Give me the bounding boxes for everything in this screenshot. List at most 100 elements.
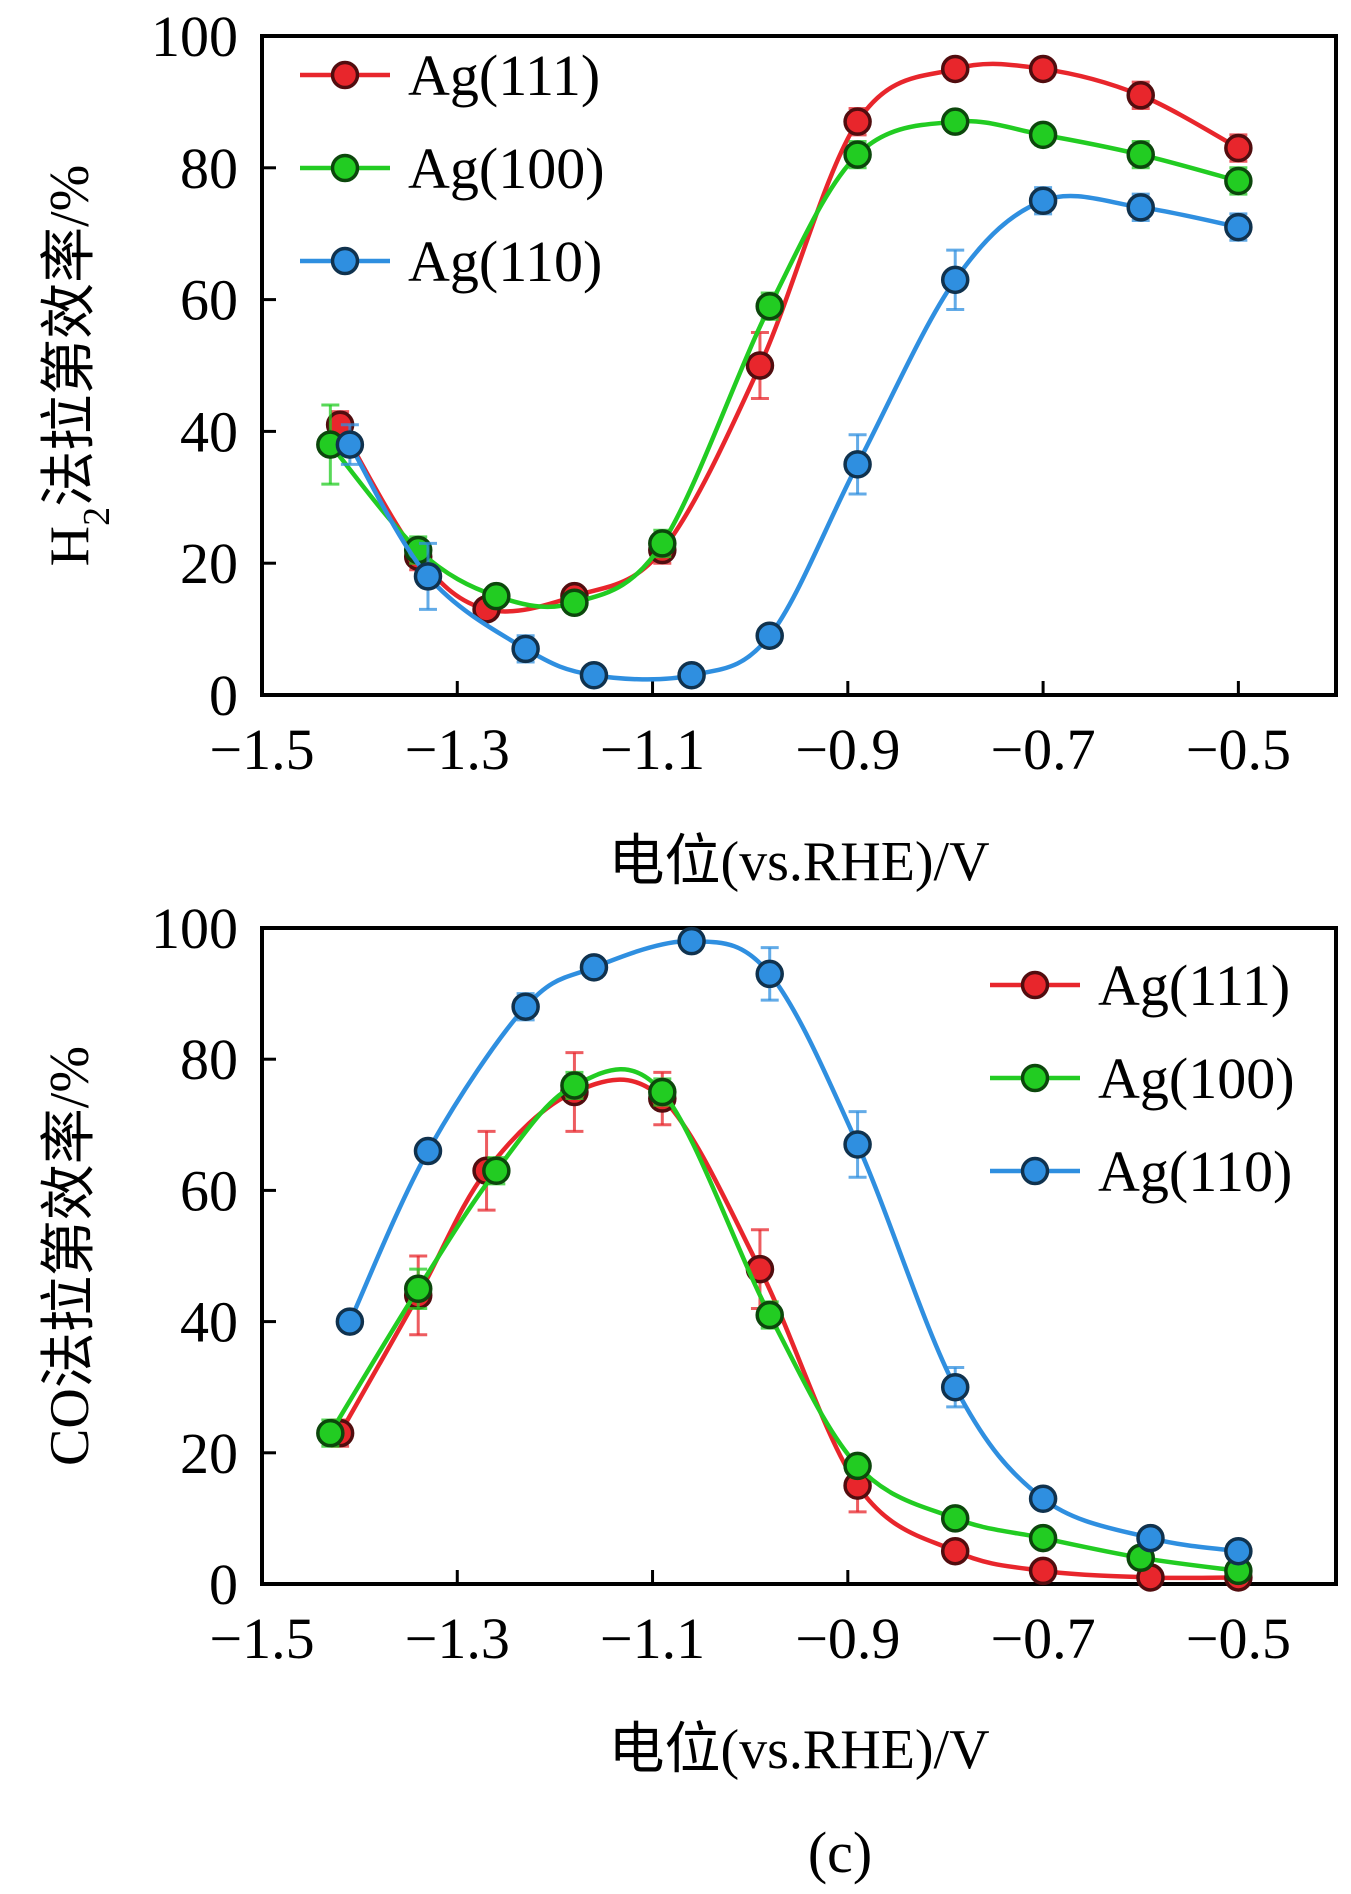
data-point bbox=[511, 634, 540, 664]
y-tick-label: 20 bbox=[180, 1421, 238, 1486]
x-tick-label: −0.5 bbox=[1186, 1606, 1291, 1671]
x-tick-label: −1.5 bbox=[209, 717, 314, 782]
data-point bbox=[1224, 212, 1253, 242]
data-point bbox=[940, 54, 970, 84]
y-axis-label-main: H bbox=[39, 526, 101, 566]
y-tick-label: 0 bbox=[209, 663, 238, 728]
y-tick-label: 100 bbox=[151, 4, 238, 69]
data-point bbox=[1126, 193, 1155, 222]
data-point bbox=[677, 926, 706, 956]
y-tick-label: 80 bbox=[180, 136, 238, 201]
h2-faradaic-efficiency-chart: −1.5 −1.3 −1.1 −0.9 −0.7 −0.5 0 20 40 60 80 100 电位(v… bbox=[39, 4, 1338, 893]
x-tick-label: −0.9 bbox=[795, 1606, 900, 1671]
legend-label: Ag(100) bbox=[1098, 1046, 1295, 1111]
data-point bbox=[843, 140, 872, 169]
data-point bbox=[1126, 140, 1155, 169]
y-tick-label: 40 bbox=[180, 399, 238, 464]
legend-item: Ag(100) bbox=[990, 1046, 1295, 1111]
data-point bbox=[755, 291, 784, 321]
legend-item: Ag(111) bbox=[300, 43, 600, 108]
data-point bbox=[843, 1130, 872, 1159]
data-point bbox=[755, 621, 784, 650]
y-tick-label: 60 bbox=[180, 1158, 238, 1223]
co-faradaic-efficiency-chart: −1.5 −1.3 −1.1 −0.9 −0.7 −0.5 0 20 40 60 80 100 电位(v… bbox=[39, 896, 1338, 1781]
data-point bbox=[1224, 133, 1253, 163]
legend-label: Ag(110) bbox=[1098, 1139, 1292, 1204]
data-point bbox=[1136, 1523, 1165, 1553]
legend-label: Ag(110) bbox=[408, 229, 602, 294]
plot-frame bbox=[260, 926, 1338, 1586]
x-tick-label: −1.1 bbox=[600, 1606, 705, 1671]
legend-marker bbox=[1020, 970, 1050, 1000]
data-point bbox=[940, 1536, 970, 1566]
data-point bbox=[579, 953, 609, 982]
data-point bbox=[1028, 1484, 1058, 1513]
data-point bbox=[413, 1136, 443, 1166]
legend-marker bbox=[330, 60, 360, 90]
x-tick-label: −0.7 bbox=[990, 1606, 1095, 1671]
data-point bbox=[482, 1156, 511, 1185]
data-point bbox=[511, 992, 540, 1021]
series-line bbox=[347, 938, 1239, 1554]
data-point bbox=[403, 1274, 433, 1304]
data-point bbox=[1126, 81, 1155, 110]
data-point bbox=[940, 107, 970, 136]
legend-marker bbox=[1020, 1156, 1050, 1186]
data-point bbox=[677, 660, 706, 690]
series-ag100 bbox=[316, 107, 1253, 617]
data-point bbox=[482, 581, 511, 611]
x-axis-label: 电位(vs.RHE)/V bbox=[608, 1719, 989, 1781]
data-point bbox=[560, 588, 589, 617]
data-point bbox=[579, 660, 609, 690]
data-point bbox=[1224, 166, 1253, 196]
x-axis-label: 电位(vs.RHE)/V bbox=[608, 831, 989, 893]
data-point bbox=[1028, 120, 1058, 150]
y-tick-label: 100 bbox=[151, 896, 238, 961]
data-point bbox=[648, 1077, 677, 1107]
y-tick-label: 40 bbox=[180, 1290, 238, 1355]
series-ag110 bbox=[335, 186, 1253, 690]
y-axis-label-subscript: 2 bbox=[76, 507, 118, 526]
x-tick-label: −1.5 bbox=[209, 1606, 314, 1671]
legend-label: Ag(100) bbox=[408, 136, 605, 201]
series-ag110 bbox=[335, 926, 1253, 1566]
y-axis-label-rest: 法拉第效率/% bbox=[39, 165, 101, 507]
data-point bbox=[1028, 1556, 1058, 1586]
y-axis-label-main: CO bbox=[39, 1388, 101, 1466]
data-point bbox=[755, 959, 784, 989]
x-tick-label: −1.1 bbox=[600, 717, 705, 782]
data-point bbox=[940, 1372, 970, 1402]
x-tick-label: −1.3 bbox=[405, 1606, 510, 1671]
data-point bbox=[316, 1418, 345, 1448]
legend-item: Ag(110) bbox=[300, 229, 602, 294]
plot-frame bbox=[260, 34, 1338, 697]
legend-label: Ag(111) bbox=[408, 43, 600, 108]
legend-item: Ag(100) bbox=[300, 136, 605, 201]
data-point bbox=[1028, 186, 1058, 215]
x-tick-label: −0.9 bbox=[795, 717, 900, 782]
data-point bbox=[940, 265, 970, 295]
data-point bbox=[745, 351, 775, 380]
data-point bbox=[1224, 1536, 1253, 1566]
legend-label: Ag(111) bbox=[1098, 953, 1290, 1018]
data-point bbox=[648, 529, 677, 558]
x-tick-label: −1.3 bbox=[405, 717, 510, 782]
y-axis-label-rest: 法拉第效率/% bbox=[39, 1046, 101, 1388]
legend-marker bbox=[330, 246, 360, 276]
data-point bbox=[1028, 1523, 1058, 1553]
data-point bbox=[843, 107, 872, 136]
legend-item: Ag(111) bbox=[990, 953, 1290, 1018]
data-point bbox=[755, 1300, 784, 1330]
data-point bbox=[560, 1071, 589, 1100]
legend-marker bbox=[330, 153, 360, 183]
y-tick-label: 0 bbox=[209, 1552, 238, 1617]
x-tick-label: −0.5 bbox=[1186, 717, 1291, 782]
y-tick-label: 60 bbox=[180, 268, 238, 333]
data-point bbox=[413, 562, 443, 591]
data-point bbox=[335, 1307, 365, 1336]
data-point bbox=[843, 1451, 872, 1481]
figure-caption: (c) bbox=[808, 1820, 872, 1885]
data-point bbox=[1028, 54, 1058, 84]
x-tick-label: −0.7 bbox=[990, 717, 1095, 782]
